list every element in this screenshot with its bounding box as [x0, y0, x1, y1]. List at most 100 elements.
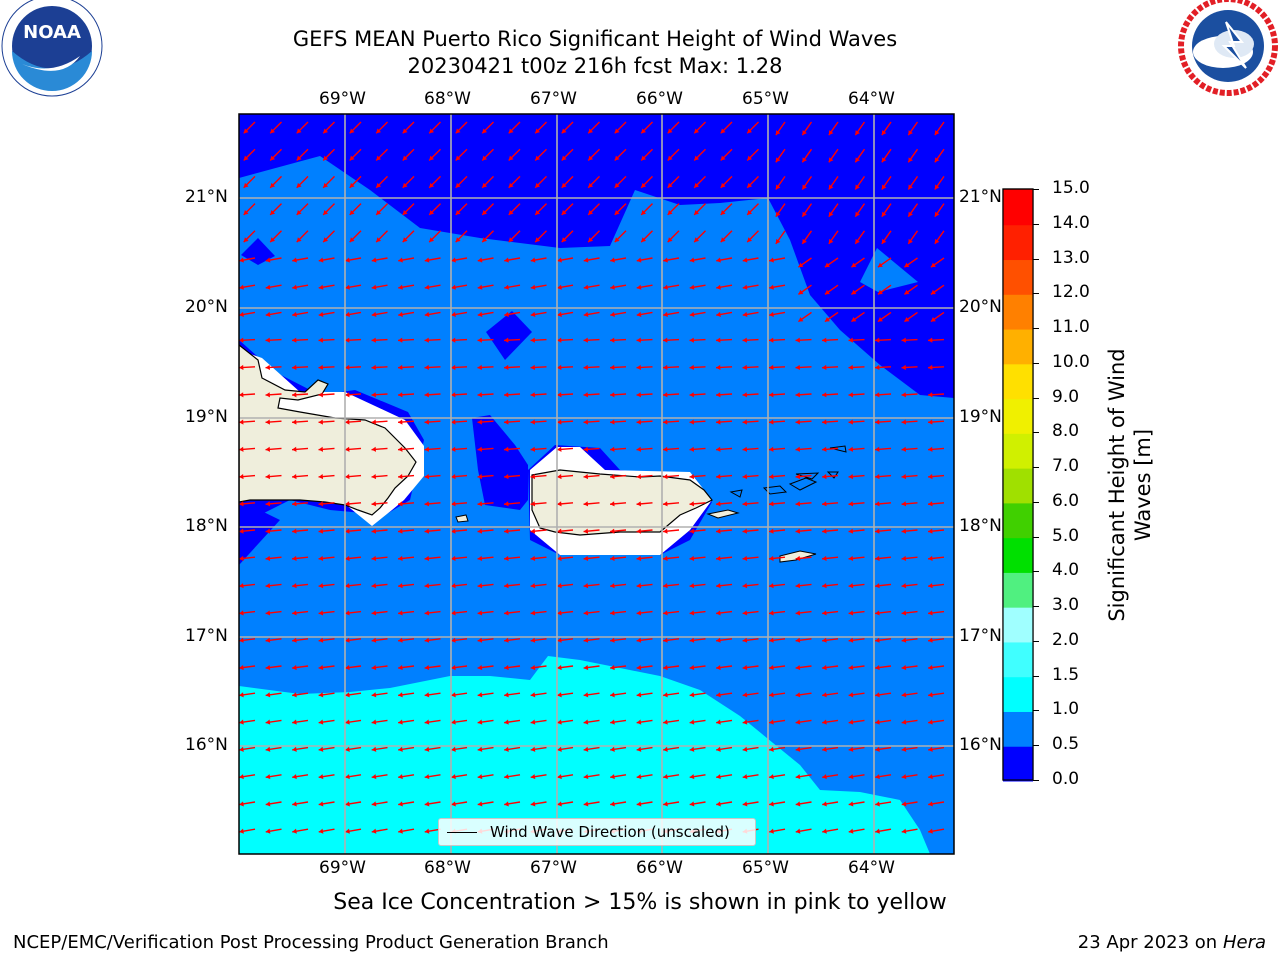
- wave-arrow-head: [928, 337, 933, 343]
- wave-arrow-head: [769, 692, 774, 698]
- wave-arrow-head: [504, 801, 509, 807]
- colorbar-tick-mark: [1033, 397, 1039, 399]
- colorbar-tick-label: 0.0: [1052, 769, 1080, 789]
- wave-arrow-head: [424, 474, 430, 480]
- wave-arrow-head: [822, 364, 827, 371]
- wave-arrow-head: [583, 337, 588, 343]
- wave-arrow-head: [345, 337, 350, 343]
- wave-arrow-head: [530, 364, 535, 371]
- wave-arrow-head: [875, 828, 880, 834]
- wave-arrow-head: [239, 474, 244, 480]
- wave-arrow-head: [583, 474, 589, 480]
- wave-arrow-head: [239, 501, 244, 507]
- wave-arrow-head: [398, 284, 403, 290]
- wave-arrow-head: [239, 284, 244, 290]
- wave-arrow-head: [769, 555, 774, 561]
- wave-arrow-head: [265, 746, 271, 752]
- wave-arrow-head: [424, 501, 430, 507]
- wave-arrow-head: [530, 555, 536, 561]
- wave-arrow-head: [720, 237, 726, 243]
- wave-arrow-head: [716, 719, 721, 725]
- wave-arrow-head: [663, 257, 668, 263]
- colorbar-segment: [1003, 398, 1033, 434]
- wave-arrow-head: [318, 257, 324, 263]
- wave-arrow-head: [928, 364, 933, 371]
- wave-arrow-head: [239, 419, 244, 425]
- footer-date-text: 23 Apr 2023 on: [1077, 932, 1218, 953]
- wave-arrow-head: [239, 311, 244, 317]
- wave-arrow-head: [398, 337, 403, 343]
- wave-arrow-head: [239, 364, 244, 371]
- wave-arrow-head: [795, 692, 801, 698]
- wave-arrow-head: [504, 610, 509, 616]
- wave-arrow-head: [928, 719, 933, 725]
- wave-arrow-head: [663, 311, 668, 317]
- wave-arrow-head: [424, 692, 430, 698]
- wave-arrow-head: [583, 774, 589, 780]
- colorbar-segment: [1003, 537, 1033, 573]
- wave-arrow-head: [610, 392, 615, 398]
- footer-host: Hera: [1222, 932, 1266, 953]
- wave-arrow-head: [504, 746, 509, 752]
- wave-arrow-head: [265, 583, 271, 589]
- wave-arrow-head: [318, 284, 324, 290]
- wave-arrow-head: [848, 392, 853, 398]
- wave-arrow-head: [371, 746, 377, 752]
- wave-arrow-head: [795, 774, 801, 780]
- wave-arrow-head: [557, 311, 562, 317]
- wave-arrow-head: [451, 364, 456, 371]
- wave-arrow-head: [851, 317, 857, 322]
- lon-label-bottom: 65°W: [742, 858, 789, 878]
- wave-arrow-head: [610, 610, 615, 616]
- wave-arrow-head: [535, 128, 541, 134]
- colorbar-tick-label: 11.0: [1052, 317, 1090, 338]
- wave-arrow-head: [769, 719, 774, 725]
- colorbar-tick-mark: [1033, 606, 1039, 608]
- wave-arrow-head: [535, 155, 541, 161]
- wave-arrow-head: [345, 610, 350, 616]
- footer-date: 23 Apr 2023 on Hera: [1078, 932, 1266, 953]
- wave-arrow-head: [716, 774, 721, 780]
- wave-arrow-head: [720, 182, 726, 188]
- wave-arrow-head: [928, 801, 933, 807]
- wave-arrow-head: [848, 474, 854, 480]
- wave-arrow-head: [477, 555, 483, 561]
- wave-arrow-head: [557, 583, 562, 589]
- wave-arrow-head: [822, 501, 827, 507]
- wave-arrow-head: [636, 257, 642, 263]
- wave-arrow-head: [663, 337, 668, 343]
- colorbar-segment: [1003, 259, 1033, 295]
- wave-arrow-head: [689, 311, 695, 317]
- lat-label-left: 17°N: [185, 626, 228, 646]
- wave-arrow-head: [349, 237, 355, 243]
- wave-arrow-head: [901, 555, 907, 561]
- wave-arrow-head: [798, 262, 804, 268]
- map-legend: Wind Wave Direction (unscaled): [438, 818, 756, 846]
- wave-arrow-head: [588, 237, 594, 243]
- wave-arrow-head: [371, 257, 377, 263]
- wave-arrow-head: [557, 528, 562, 534]
- wave-arrow-head: [716, 311, 721, 317]
- wave-arrow-head: [477, 337, 482, 343]
- wave-arrow-head: [398, 801, 403, 807]
- wave-arrow-head: [477, 801, 483, 807]
- wave-arrow-head: [636, 664, 642, 671]
- wave-arrow-head: [742, 364, 747, 371]
- wave-arrow-head: [663, 801, 668, 807]
- wave-arrow-head: [641, 155, 647, 161]
- wave-arrow-head: [822, 746, 827, 752]
- wave-arrow-head: [742, 337, 747, 343]
- wave-arrow-head: [318, 692, 324, 698]
- wave-arrow-head: [881, 130, 887, 136]
- wave-arrow-head: [270, 128, 276, 134]
- wave-arrow-head: [822, 774, 827, 780]
- wave-arrow-head: [243, 155, 249, 161]
- wave-arrow-head: [530, 583, 536, 589]
- wave-arrow-head: [318, 501, 324, 507]
- wave-arrow-head: [292, 692, 297, 698]
- wave-arrow-head: [402, 155, 408, 161]
- colorbar-tick-label: 5.0: [1052, 525, 1080, 546]
- wave-arrow-head: [848, 801, 854, 807]
- wave-arrow-head: [848, 637, 854, 643]
- wave-arrow-head: [583, 746, 589, 752]
